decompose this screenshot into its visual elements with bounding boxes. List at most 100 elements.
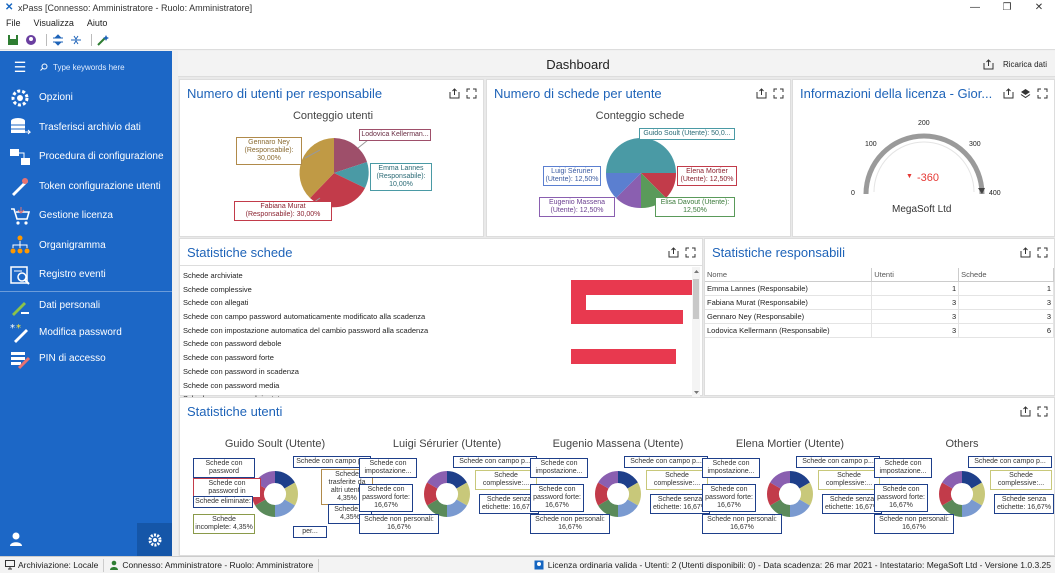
password-icon: * * [8,320,32,344]
list-item: Schede con password in scadenza [183,366,299,376]
toolbar-separator [91,33,92,46]
reload-label: Ricarica dati [1002,60,1047,69]
donut-segment [284,482,298,506]
sidebar-item-label: Gestione licenza [39,210,113,222]
sidebar-item-label: Registro eventi [39,269,106,281]
sidebar-search[interactable]: Type keywords here [40,63,125,72]
reload-data-button[interactable]: Ricarica dati [983,59,1047,70]
panel-title: Informazioni della licenza - Gior... [800,86,993,101]
donut-label: Schede con password forte: 16,67% [874,484,928,512]
table-row[interactable]: Fabiana Murat (Responsabile) 3 3 [705,295,1054,310]
table-cell: 3 [871,309,960,324]
gauge-down-arrow-icon: ▼ [906,173,913,180]
donut-segment [427,471,447,489]
donut-label: Schede complessive:... [475,470,537,490]
donut-segment [971,482,985,506]
xpass-logo-icon: ✕ [5,2,14,13]
expand-icon[interactable] [51,33,65,47]
export-icon [983,59,994,70]
donut-label: Schede con password in [193,478,261,498]
export-icon[interactable] [1020,406,1031,417]
menu-file[interactable]: File [6,18,21,28]
sidebar-item-organigramma[interactable]: Organigramma [0,231,172,261]
export-icon[interactable] [668,247,679,258]
toolbar [0,30,1055,50]
panel-title: Statistiche responsabili [712,245,845,260]
table-cell: 6 [958,323,1054,338]
sidebar-item-opzioni[interactable]: Opzioni [0,83,172,113]
layers-icon[interactable] [1020,88,1031,99]
fullscreen-icon[interactable] [685,247,696,258]
restore-button[interactable]: ❐ [1002,2,1012,13]
donut-label: Schede senza etichette: 16,67% [650,494,710,514]
sidebar-item-label: Opzioni [39,92,73,104]
menu-bar: File Visualizza Aiuto [0,16,1055,30]
status-license: Licenza ordinaria valida - Utenti: 2 (Ut… [534,560,1051,570]
export-icon[interactable] [756,88,767,99]
export-icon[interactable] [1003,88,1014,99]
gauge-tick: 200 [918,120,930,127]
status-connected-text: Connesso: Amministratore - Ruolo: Ammini… [122,560,314,570]
gauge-tick: 0 [851,190,855,197]
menu-visualizza[interactable]: Visualizza [33,18,74,28]
table-row[interactable]: Lodovica Kellermann (Responsabile) 3 6 [705,323,1054,338]
database-transfer-icon [8,115,32,139]
table-row[interactable]: Emma Lannes (Responsabile) 1 1 [705,281,1054,296]
donut-segment [595,482,609,506]
donut-segment [627,482,641,506]
donut-title: Luigi Sérurier (Utente) [392,438,502,450]
save-icon[interactable] [6,33,20,47]
table-row[interactable]: Gennaro Ney (Responsabile) 3 3 [705,309,1054,324]
sidebar-item-pin-di-accesso[interactable]: PIN di accesso [0,346,172,373]
fullscreen-icon[interactable] [1037,247,1048,258]
column-header[interactable]: Nome [705,268,873,282]
fullscreen-icon[interactable] [1037,88,1048,99]
donut-label: Schede complessive:... [990,470,1052,490]
list-item: Schede con campo password automaticament… [183,312,426,322]
sidebar-item-token-configurazione-utenti[interactable]: Token configurazione utenti [0,172,172,202]
fullscreen-icon[interactable] [1037,406,1048,417]
export-icon[interactable] [449,88,460,99]
table-cell: 3 [958,309,1054,324]
table-cell: Lodovica Kellermann (Responsabile) [705,323,873,338]
gauge-tick: 100 [865,141,877,148]
sidebar-item-registro-eventi[interactable]: Registro eventi [0,260,172,290]
close-button[interactable]: ✕ [1034,2,1044,13]
donut-segment [275,499,295,517]
sidebar-item-modifica-password[interactable]: * * Modifica password [0,319,172,346]
table-cell: Gennaro Ney (Responsabile) [705,309,873,324]
panel-user-stats: Statistiche utenti Guido Soult (Utente) S… [179,397,1055,556]
sidebar-item-dati-personali[interactable]: Dati personali [0,293,172,320]
fullscreen-icon[interactable] [466,88,477,99]
table-cell: 1 [958,281,1054,296]
column-header[interactable]: Schede [958,268,1054,282]
window-title: xPass [Connesso: Amministratore - Ruolo:… [18,3,253,13]
password-generator-icon[interactable] [96,33,110,47]
gauge-tick: 300 [969,141,981,148]
dashboard-area: Dashboard Ricarica dati Numero di utenti… [178,51,1055,556]
donut-label: Schede complessive:... [818,470,880,490]
sidebar-item-gestione-licenza[interactable]: Gestione licenza [0,201,172,231]
export-icon[interactable] [1020,247,1031,258]
settings-gear-icon[interactable] [137,523,172,556]
hamburger-menu-icon[interactable]: ☰ [13,58,27,75]
donut-segment [275,471,295,489]
collapse-icon[interactable] [69,33,83,47]
panel-controls [662,247,696,258]
options-icon [8,86,32,110]
donut-label: Schede con campo p... [624,456,708,468]
user-circle-icon[interactable] [24,33,38,47]
gauge-tick: 400 [989,190,1001,197]
menu-aiuto[interactable]: Aiuto [86,18,108,28]
column-header[interactable]: Utenti [871,268,960,282]
minimize-button[interactable]: — [970,2,980,13]
sidebar-item-procedura-di-configurazione[interactable]: Procedura di configurazione [0,142,172,172]
list-item: Schede archiviate [183,271,243,280]
sidebar-item-trasferisci-archivio-dati[interactable]: Trasferisci archivio dati [0,113,172,143]
fullscreen-icon[interactable] [773,88,784,99]
gauge-value: -360 [917,172,940,184]
user-icon[interactable] [8,531,24,549]
donut-segment [962,471,982,489]
status-connected: Connesso: Amministratore - Ruolo: Ammini… [104,558,320,572]
license-holder: MegaSoft Ltd [892,204,952,215]
